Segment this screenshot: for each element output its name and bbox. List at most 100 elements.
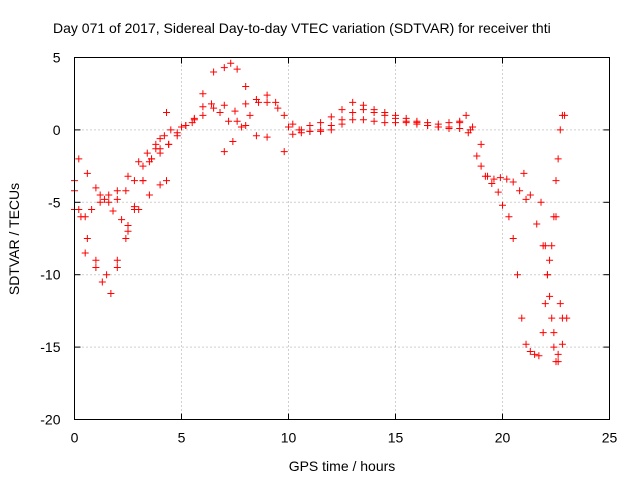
data-point [220,64,228,72]
data-point [531,350,539,358]
y-tick-label: 0 [53,122,61,138]
data-point [148,155,156,163]
data-point [349,116,357,124]
data-point [118,216,126,224]
data-point [503,175,511,183]
data-point [381,111,389,119]
data-point [143,149,151,157]
data-point [558,340,566,348]
series-arc-2 [71,109,171,298]
series-arc-11 [541,111,569,308]
data-point [537,198,545,206]
data-point [541,242,549,250]
data-point [156,149,164,157]
series-arc-6 [220,91,530,203]
data-point [541,300,549,308]
data-point [554,358,562,366]
data-point [477,140,485,148]
data-point [526,191,534,199]
data-point [105,191,113,199]
data-point [81,249,89,257]
data-point [464,129,472,137]
data-point [233,65,241,73]
data-point [237,123,245,131]
data-point [122,235,130,242]
data-point [109,207,117,215]
data-point [561,111,569,119]
data-point [539,329,547,337]
data-point [327,126,335,134]
data-point [225,117,233,125]
data-point [306,127,314,135]
data-point [163,177,171,185]
data-point [456,124,464,132]
x-axis: 0 5 10 15 20 25 [71,57,617,446]
data-point [556,126,564,134]
data-point [242,122,250,130]
series-arc-1 [71,95,485,221]
data-point [359,116,367,124]
data-point [103,271,111,279]
data-point [173,129,181,137]
y-tick-label: -15 [40,339,60,355]
data-point [130,203,138,211]
data-point [98,278,106,286]
data-point [130,177,138,185]
y-tick-label: -10 [40,267,60,283]
data-point [263,133,271,141]
data-point [496,174,504,182]
data-point [548,314,556,322]
data-point [182,122,190,130]
chart-title: Day 071 of 2017, Sidereal Day-to-day VTE… [53,20,551,36]
data-point [83,169,91,177]
y-axis-label: SDTVAR / TECUs [6,183,22,295]
series-arc-7 [280,116,506,209]
data-point [263,98,271,106]
data-point [317,127,325,135]
data-point [274,104,282,112]
data-point [92,184,100,192]
data-point [231,107,239,115]
data-point [227,59,235,67]
data-point [92,256,100,264]
data-point [509,235,517,242]
y-tick-label: 5 [53,50,61,66]
data-point [552,177,560,185]
data-point [139,162,147,170]
data-point [349,98,357,106]
y-tick-label: -20 [40,412,60,428]
data-point [556,300,564,308]
data-point [297,129,305,137]
data-point [88,206,96,214]
data-point [413,120,421,128]
data-point [488,179,496,187]
data-point [124,172,132,180]
series-arc-4 [71,177,171,279]
data-point [220,101,228,109]
data-point [546,292,554,300]
data-point [554,350,562,358]
data-point [113,195,121,203]
data-point [199,111,207,119]
data-point [280,148,288,156]
data-point [513,271,521,279]
data-point [381,119,389,127]
data-point [272,98,280,106]
data-point [546,256,554,264]
data-point [242,100,250,108]
x-tick-label: 0 [71,430,79,446]
data-point [92,263,100,271]
data-point [445,124,453,132]
data-point [167,126,175,134]
data-point [135,158,143,166]
data-point [289,130,297,138]
data-point [113,256,121,264]
data-point [220,148,228,156]
data-layer [71,59,571,366]
data-point [563,314,571,322]
data-point [280,111,288,119]
data-point [165,140,173,148]
x-tick-label: 10 [281,430,297,446]
data-point [424,122,432,130]
